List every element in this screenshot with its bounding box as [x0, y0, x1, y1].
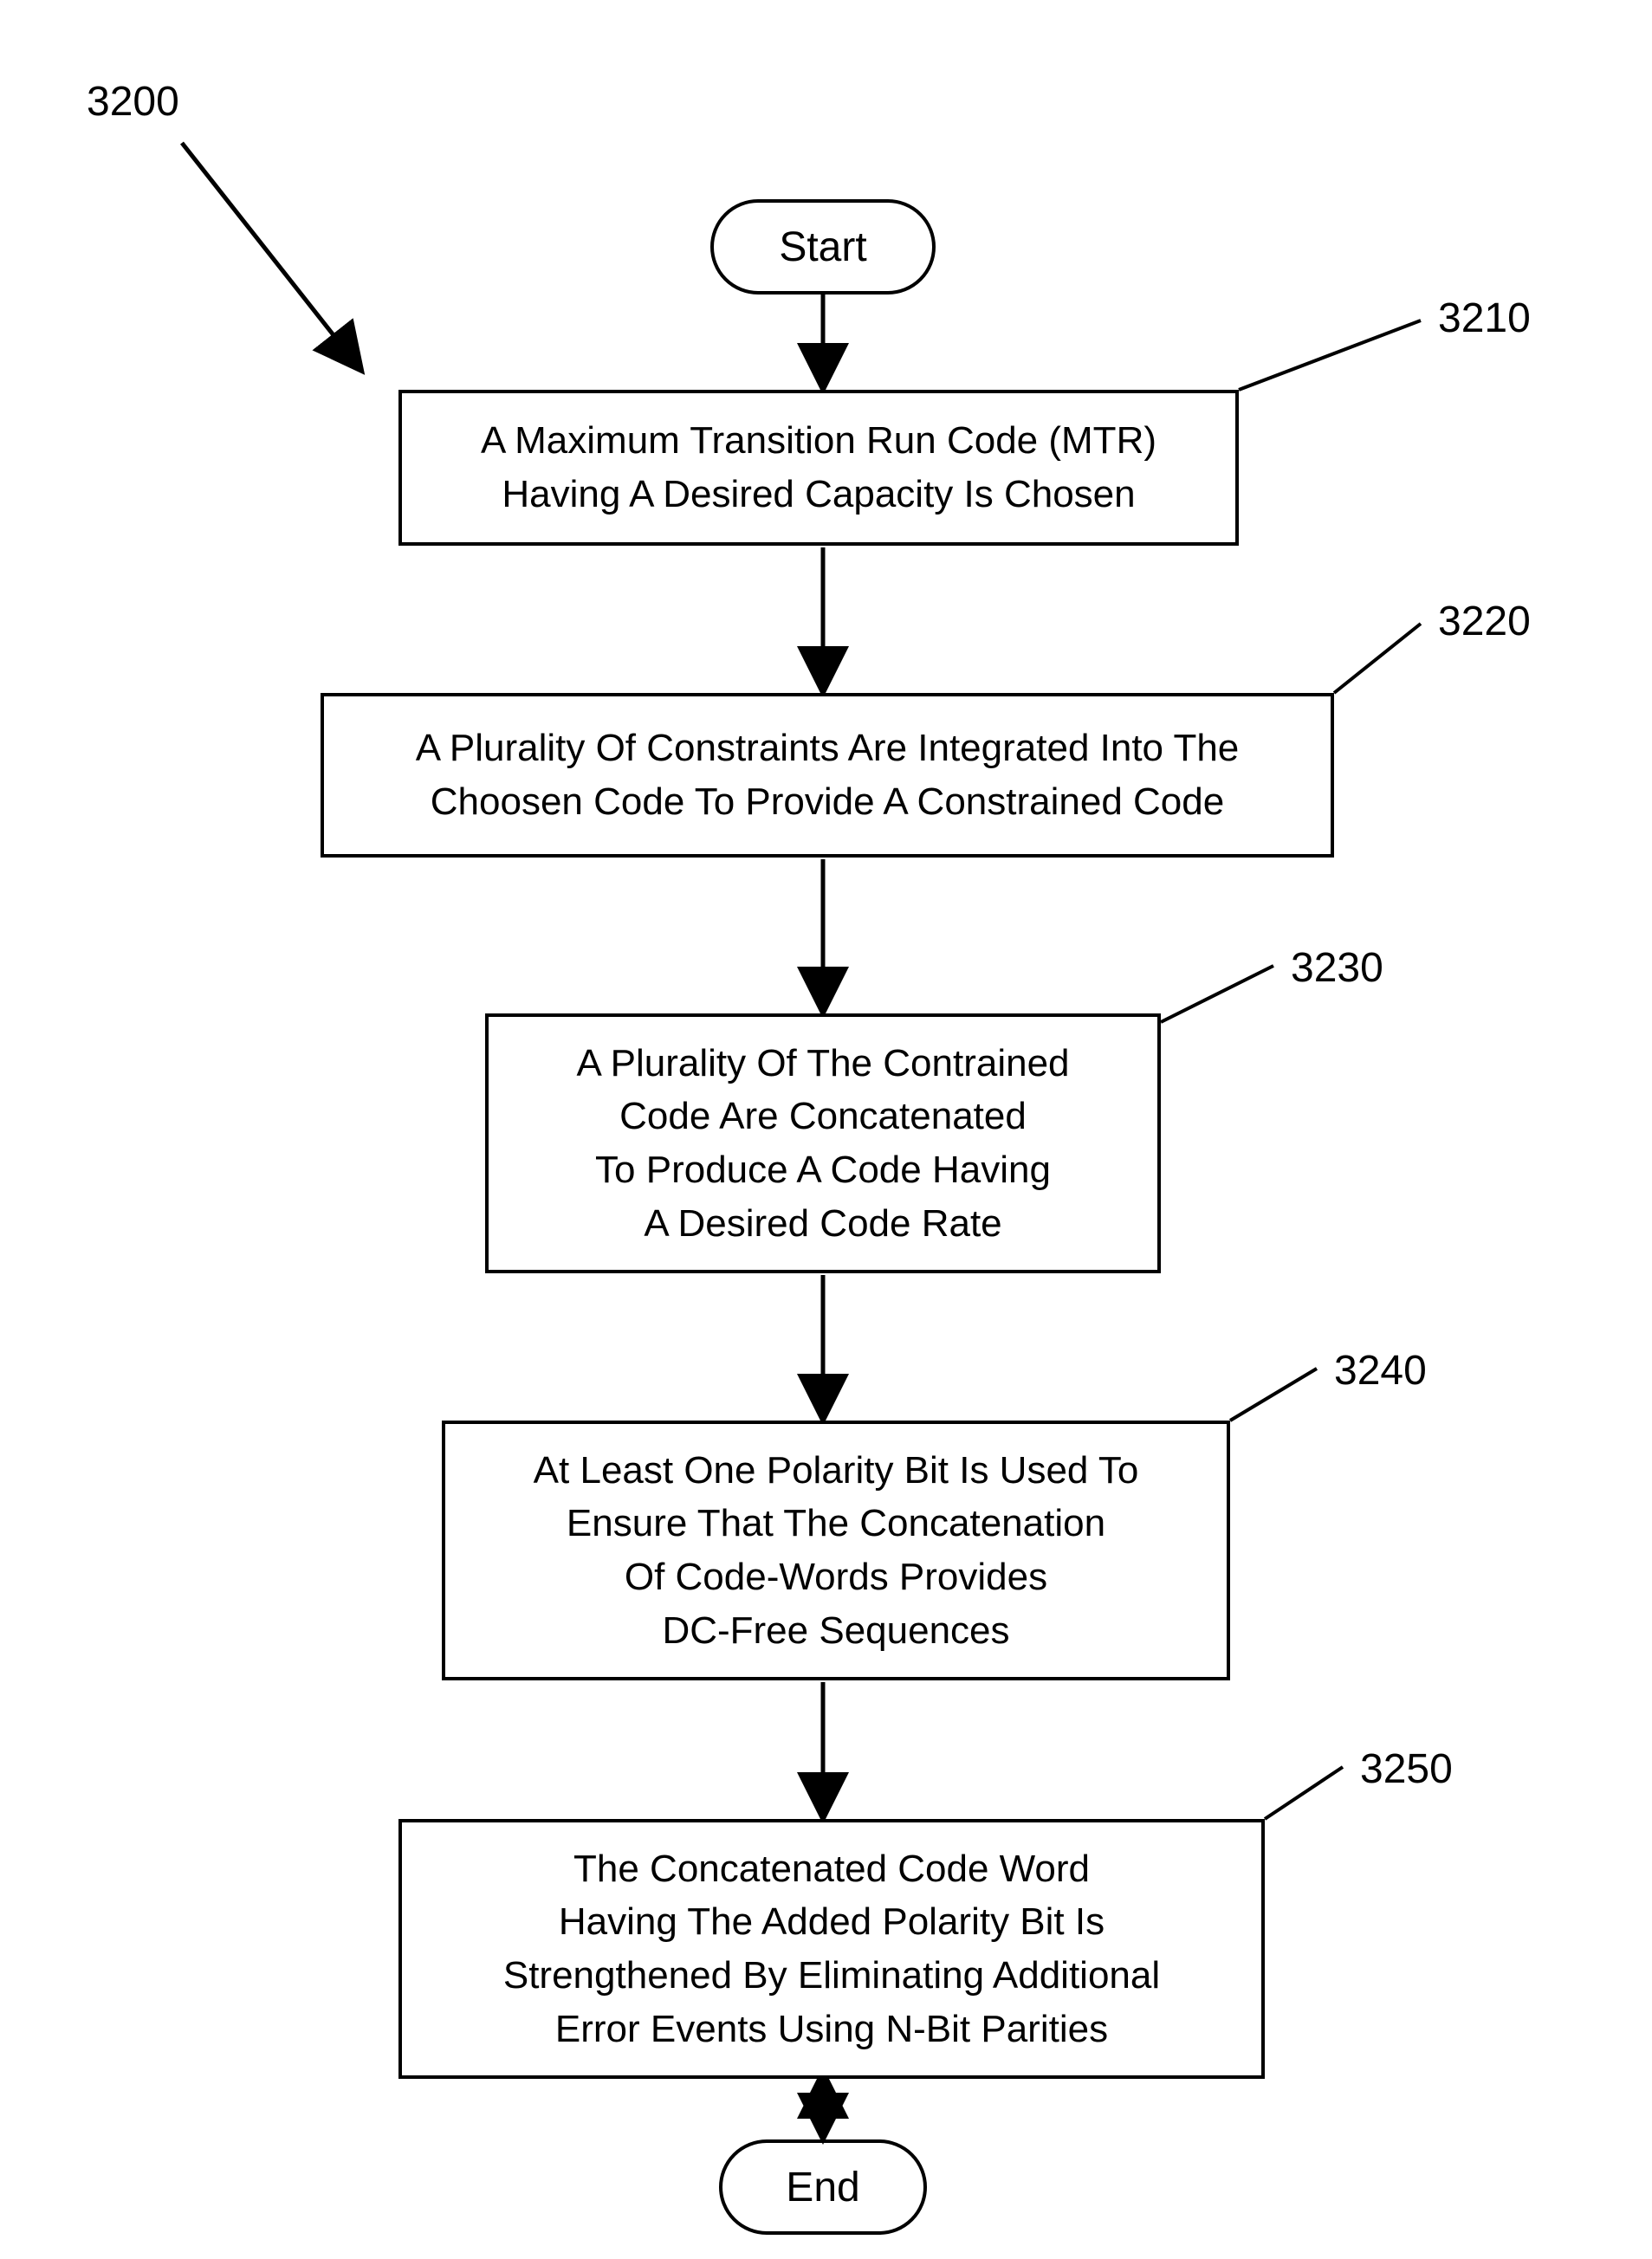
process-box-3240: At Least One Polarity Bit Is Used To Ens…: [442, 1421, 1230, 1680]
ref-label-3220: 3220: [1438, 598, 1531, 645]
process-text-3220: A Plurality Of Constraints Are Integrate…: [416, 722, 1240, 828]
start-label: Start: [779, 223, 866, 271]
process-box-3220: A Plurality Of Constraints Are Integrate…: [321, 693, 1334, 858]
flowchart-container: 3200 Start A Maximum Transition Run Code…: [0, 0, 1652, 2259]
main-ref-label: 3200: [87, 78, 179, 126]
start-terminal: Start: [710, 199, 936, 295]
ref-label-3250: 3250: [1360, 1745, 1453, 1793]
end-label: End: [786, 2164, 859, 2211]
end-terminal: End: [719, 2139, 927, 2235]
process-text-3210: A Maximum Transition Run Code (MTR) Havi…: [481, 414, 1156, 521]
ref-label-3230: 3230: [1291, 944, 1383, 992]
process-text-3240: At Least One Polarity Bit Is Used To Ens…: [534, 1444, 1139, 1657]
ref-label-3240: 3240: [1334, 1347, 1427, 1395]
ref-label-3210: 3210: [1438, 295, 1531, 342]
process-box-3210: A Maximum Transition Run Code (MTR) Havi…: [398, 390, 1239, 546]
process-box-3250: The Concatenated Code Word Having The Ad…: [398, 1819, 1265, 2079]
process-text-3230: A Plurality Of The Contrained Code Are C…: [576, 1037, 1069, 1250]
process-text-3250: The Concatenated Code Word Having The Ad…: [503, 1842, 1160, 2055]
process-box-3230: A Plurality Of The Contrained Code Are C…: [485, 1013, 1161, 1273]
